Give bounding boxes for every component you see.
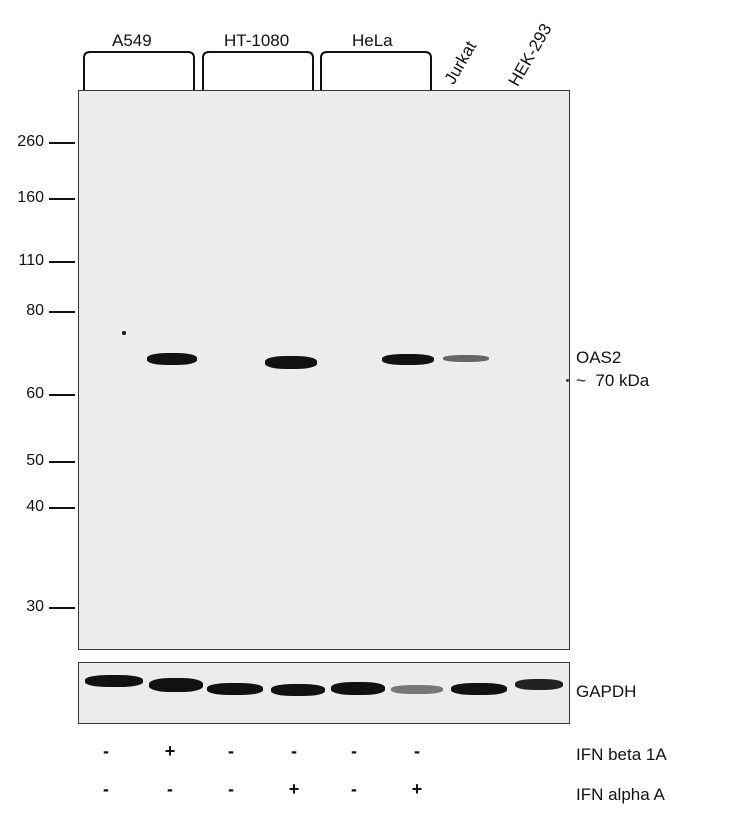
ifn-beta-sign: -: [351, 741, 357, 761]
gapdh-band: [271, 684, 325, 696]
cell-line-label-a549: A549: [112, 31, 152, 50]
ifn-alpha-sign: -: [351, 779, 357, 799]
loading-control-label: GAPDH: [576, 682, 637, 701]
gapdh-band: [515, 679, 563, 690]
gapdh-band: [149, 678, 203, 692]
oas2-band-lane-6: [382, 354, 434, 365]
mw-tick: [49, 507, 75, 509]
mw-tick: [49, 142, 75, 144]
mw-tick: [49, 607, 75, 609]
ifn-alpha-sign: +: [288, 779, 300, 799]
bracket-hela: [320, 51, 432, 90]
mw-marker-40: 40: [26, 498, 44, 515]
gapdh-band: [85, 675, 143, 687]
gapdh-band: [391, 685, 443, 694]
ifn-beta-sign: -: [103, 741, 109, 761]
mw-marker-50: 50: [26, 452, 44, 469]
ifn-alpha-sign: -: [167, 779, 173, 799]
mw-marker-80: 80: [26, 302, 44, 319]
bracket-ht1080: [202, 51, 314, 90]
oas2-band-lane-7: [443, 355, 489, 362]
ifn-alpha-label: IFN alpha A: [576, 785, 665, 804]
mw-marker-160: 160: [17, 189, 44, 206]
speck: [566, 379, 569, 382]
gapdh-band: [207, 683, 263, 695]
gapdh-blot-membrane: [78, 662, 570, 724]
ifn-beta-sign: -: [414, 741, 420, 761]
oas2-band-lane-2: [147, 353, 197, 365]
ifn-beta-sign: +: [164, 741, 176, 761]
mw-tick: [49, 394, 75, 396]
mw-marker-110: 110: [18, 252, 44, 269]
mw-marker-260: 260: [17, 133, 44, 150]
ifn-beta-sign: -: [291, 741, 297, 761]
oas2-band-lane-4: [265, 356, 317, 369]
mw-tick: [49, 261, 75, 263]
mw-marker-60: 60: [26, 385, 44, 402]
gapdh-band: [451, 683, 507, 695]
ifn-beta-label: IFN beta 1A: [576, 745, 667, 764]
mw-marker-30: 30: [26, 598, 44, 615]
mw-tick: [49, 311, 75, 313]
target-name: OAS2: [576, 348, 622, 367]
ifn-alpha-sign: +: [411, 779, 423, 799]
cell-line-label-hela: HeLa: [352, 31, 393, 50]
ifn-alpha-sign: -: [228, 779, 234, 799]
target-size: ~ 70 kDa: [576, 371, 650, 390]
mw-tick: [49, 198, 75, 200]
main-blot-membrane: [78, 90, 570, 650]
cell-line-label-ht1080: HT-1080: [224, 31, 290, 50]
speck: [122, 331, 126, 335]
mw-tick: [49, 461, 75, 463]
group-brackets: [83, 51, 432, 90]
bracket-a549: [83, 51, 195, 90]
gapdh-band: [331, 682, 385, 695]
ifn-beta-sign: -: [228, 741, 234, 761]
ifn-alpha-sign: -: [103, 779, 109, 799]
